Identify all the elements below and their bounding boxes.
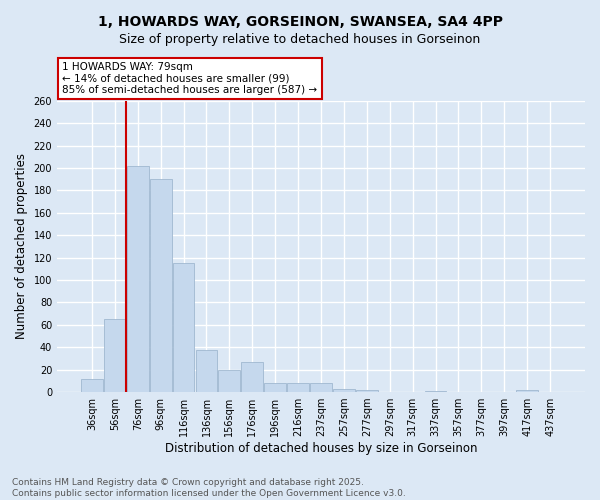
X-axis label: Distribution of detached houses by size in Gorseinon: Distribution of detached houses by size … [165, 442, 477, 455]
Bar [517, 390, 538, 392]
Bar [173, 264, 194, 392]
Bar [104, 320, 126, 392]
Bar [333, 388, 355, 392]
Bar [425, 391, 446, 392]
Bar [287, 383, 309, 392]
Text: Contains HM Land Registry data © Crown copyright and database right 2025.
Contai: Contains HM Land Registry data © Crown c… [12, 478, 406, 498]
Text: Size of property relative to detached houses in Gorseinon: Size of property relative to detached ho… [119, 32, 481, 46]
Y-axis label: Number of detached properties: Number of detached properties [15, 154, 28, 340]
Bar [81, 378, 103, 392]
Bar [196, 350, 217, 392]
Bar [127, 166, 149, 392]
Bar [265, 383, 286, 392]
Bar [310, 383, 332, 392]
Bar [218, 370, 240, 392]
Text: 1 HOWARDS WAY: 79sqm
← 14% of detached houses are smaller (99)
85% of semi-detac: 1 HOWARDS WAY: 79sqm ← 14% of detached h… [62, 62, 317, 95]
Bar [241, 362, 263, 392]
Bar [150, 180, 172, 392]
Text: 1, HOWARDS WAY, GORSEINON, SWANSEA, SA4 4PP: 1, HOWARDS WAY, GORSEINON, SWANSEA, SA4 … [97, 15, 503, 29]
Bar [356, 390, 378, 392]
